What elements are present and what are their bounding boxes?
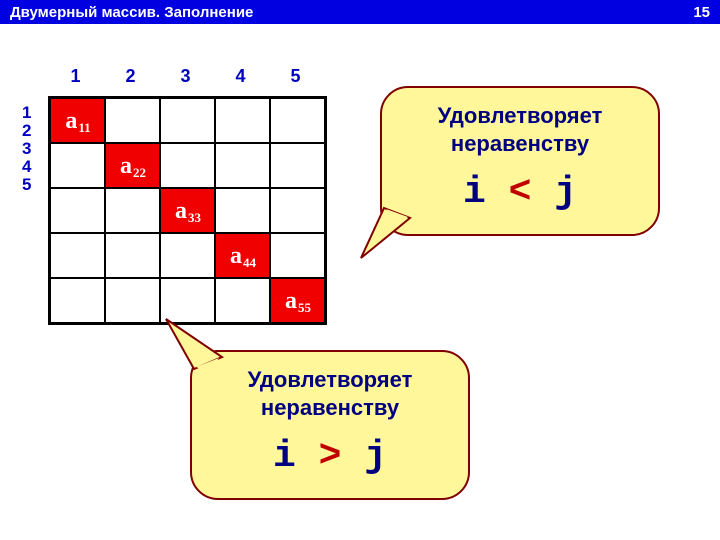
a-base: a bbox=[120, 154, 132, 178]
callout-text-line: Удовлетворяет bbox=[402, 102, 638, 130]
callout-formula: i < j bbox=[402, 171, 638, 214]
cell bbox=[50, 143, 105, 188]
callout-formula: i > j bbox=[212, 435, 448, 478]
cell-diag: a33 bbox=[160, 188, 215, 233]
cell bbox=[160, 233, 215, 278]
cell bbox=[270, 98, 325, 143]
row-header: 2 bbox=[22, 122, 31, 140]
a-sub: 44 bbox=[243, 255, 256, 271]
callout-tail-icon bbox=[360, 208, 420, 268]
cell bbox=[215, 98, 270, 143]
slide-header: Двумерный массив. Заполнение 15 bbox=[0, 0, 720, 24]
formula-right: j bbox=[554, 171, 577, 214]
col-header: 5 bbox=[268, 66, 323, 87]
a-sub: 11 bbox=[78, 120, 90, 136]
cell bbox=[50, 278, 105, 323]
a-base: a bbox=[285, 289, 297, 313]
cell bbox=[105, 278, 160, 323]
cell bbox=[270, 143, 325, 188]
slide-content: 1 2 3 4 5 1 2 3 4 5 a11 a22 a33 bbox=[0, 24, 720, 540]
callout-tail-icon bbox=[164, 317, 234, 387]
cell bbox=[50, 188, 105, 233]
cell-diag: a44 bbox=[215, 233, 270, 278]
cell bbox=[105, 98, 160, 143]
callout-upper: Удовлетворяет неравенству i < j bbox=[380, 86, 660, 236]
cell bbox=[270, 188, 325, 233]
formula-left: i bbox=[463, 171, 486, 214]
cell bbox=[105, 233, 160, 278]
formula-op: > bbox=[319, 435, 342, 478]
formula-op: < bbox=[509, 171, 532, 214]
col-header: 2 bbox=[103, 66, 158, 87]
cell-diag: a22 bbox=[105, 143, 160, 188]
a-base: a bbox=[175, 199, 187, 223]
row-header: 5 bbox=[22, 176, 31, 194]
a-sub: 33 bbox=[188, 210, 201, 226]
callout-text-line: неравенству bbox=[402, 130, 638, 158]
cell bbox=[50, 233, 105, 278]
col-header: 4 bbox=[213, 66, 268, 87]
row-header: 1 bbox=[22, 104, 31, 122]
a-base: a bbox=[230, 244, 242, 268]
a-sub: 22 bbox=[133, 165, 146, 181]
cell bbox=[270, 233, 325, 278]
column-headers: 1 2 3 4 5 bbox=[48, 66, 323, 87]
callout-lower: Удовлетворяет неравенству i > j bbox=[190, 350, 470, 500]
col-header: 1 bbox=[48, 66, 103, 87]
cell bbox=[215, 143, 270, 188]
callout-text-line: Удовлетворяет bbox=[212, 366, 448, 394]
callout-text-line: неравенству bbox=[212, 394, 448, 422]
formula-right: j bbox=[364, 435, 387, 478]
col-header: 3 bbox=[158, 66, 213, 87]
a-base: a bbox=[65, 109, 77, 133]
formula-left: i bbox=[273, 435, 296, 478]
a-sub: 55 bbox=[298, 300, 311, 316]
slide-title: Двумерный массив. Заполнение bbox=[10, 4, 253, 21]
row-header: 4 bbox=[22, 158, 31, 176]
row-headers: 1 2 3 4 5 bbox=[22, 104, 31, 194]
cell bbox=[105, 188, 160, 233]
cell bbox=[160, 143, 215, 188]
cell bbox=[160, 98, 215, 143]
row-header: 3 bbox=[22, 140, 31, 158]
slide-number: 15 bbox=[693, 4, 710, 21]
cell-diag: a11 bbox=[50, 98, 105, 143]
matrix-grid: a11 a22 a33 a44 bbox=[48, 96, 327, 325]
cell bbox=[215, 188, 270, 233]
cell-diag: a55 bbox=[270, 278, 325, 323]
